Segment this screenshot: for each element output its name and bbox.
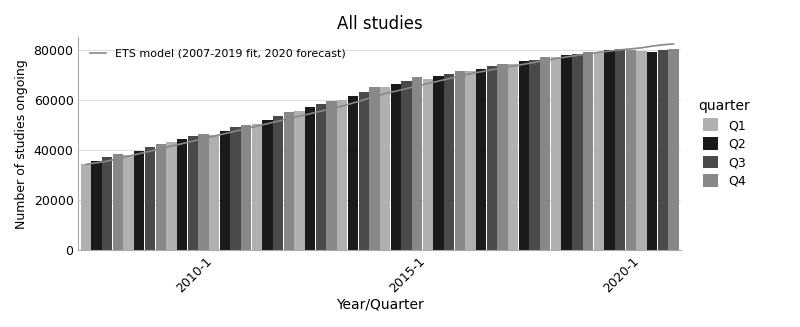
Bar [177, 139, 187, 250]
Bar [412, 77, 422, 250]
Bar [562, 55, 572, 250]
Bar [241, 125, 251, 250]
Bar [444, 74, 454, 250]
Bar [530, 60, 540, 250]
Bar [486, 66, 497, 250]
Bar [187, 136, 198, 250]
Bar [604, 50, 614, 250]
Bar [284, 112, 294, 250]
Bar [390, 84, 401, 250]
Bar [348, 96, 358, 250]
Bar [434, 76, 444, 250]
Bar [134, 151, 145, 250]
Bar [123, 155, 134, 250]
Bar [358, 92, 369, 250]
Bar [102, 157, 113, 250]
Bar [316, 104, 326, 250]
Bar [380, 87, 390, 250]
Bar [540, 57, 550, 250]
Bar [647, 52, 658, 250]
Bar [518, 61, 529, 250]
Bar [326, 101, 337, 250]
Bar [337, 100, 347, 250]
Bar [668, 49, 678, 250]
Bar [252, 124, 262, 250]
Bar [91, 161, 102, 250]
Bar [422, 78, 433, 250]
Bar [583, 52, 594, 250]
Bar [572, 54, 582, 250]
Bar [476, 69, 486, 250]
Bar [198, 134, 209, 250]
Y-axis label: Number of studies ongoing: Number of studies ongoing [15, 59, 28, 229]
Bar [658, 50, 668, 250]
Bar [615, 49, 626, 250]
Bar [113, 154, 123, 250]
Bar [466, 71, 476, 250]
Bar [626, 50, 636, 250]
Bar [81, 164, 91, 250]
Bar [636, 51, 646, 250]
Bar [273, 116, 283, 250]
Bar [220, 131, 230, 250]
Bar [294, 111, 305, 250]
Bar [594, 52, 604, 250]
Legend: ETS model (2007-2019 fit, 2020 forecast): ETS model (2007-2019 fit, 2020 forecast) [84, 43, 351, 64]
Bar [166, 142, 177, 250]
Title: All studies: All studies [337, 15, 422, 33]
Bar [508, 63, 518, 250]
Bar [551, 57, 561, 250]
Bar [230, 128, 241, 250]
Bar [305, 107, 315, 250]
Bar [454, 71, 465, 250]
Bar [155, 144, 166, 250]
Bar [262, 120, 273, 250]
Bar [498, 63, 508, 250]
Bar [369, 87, 379, 250]
Bar [209, 135, 219, 250]
Bar [145, 147, 155, 250]
X-axis label: Year/Quarter: Year/Quarter [336, 298, 423, 312]
Bar [402, 81, 412, 250]
